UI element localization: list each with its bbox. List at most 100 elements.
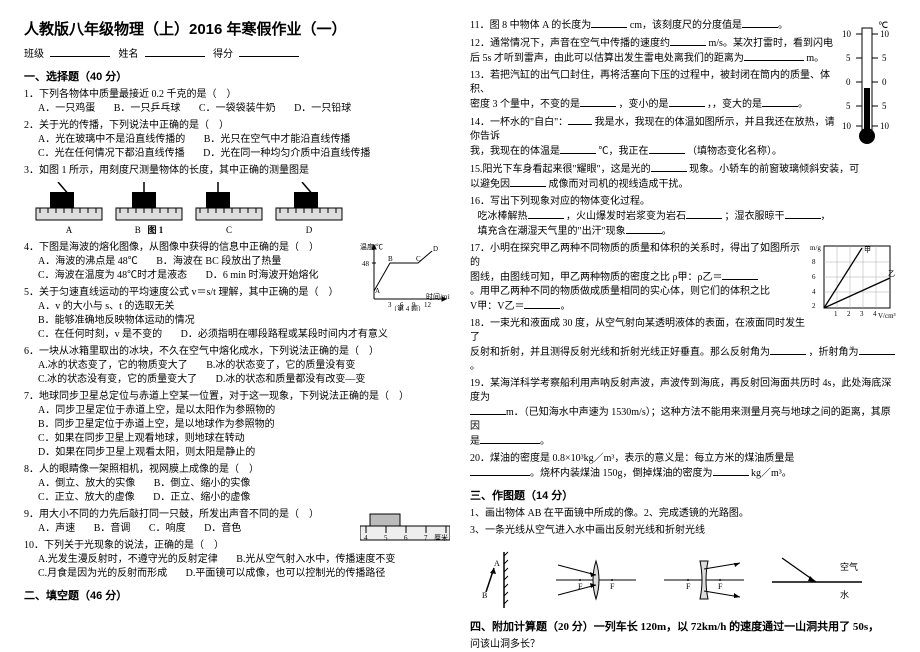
q1-stem: 1．下列各物体中质量最接近 0.2 千克的是（ ）	[24, 88, 450, 102]
section-3-heading: 三、作图题（14 分）	[470, 487, 896, 503]
q2-b: B．光只在空气中才能沿直线传播	[204, 133, 351, 147]
q14: 14．一杯水的"自白"： 我是水，我现在的体温如图所示，并且我还在放热，请你告诉…	[470, 115, 896, 159]
concave-lens-figure: F F	[664, 555, 744, 605]
svg-text:5: 5	[384, 534, 388, 542]
q8-d: D．正立、缩小的虚像	[153, 491, 250, 505]
q12: 12．通常情况下，声音在空气中传播的速度约 m/s。某次打雷时，看到闪电后 5s…	[470, 36, 896, 66]
svg-text:2: 2	[812, 302, 816, 310]
svg-text:水: 水	[840, 589, 849, 600]
section-4-heading: 四、附加计算题（20 分）一列车长 120m，以 72km/h 的速度通过一山洞…	[470, 618, 896, 634]
score-label: 得分	[213, 49, 233, 60]
q5-a: A．v 的大小与 s、t 的选取无关	[38, 300, 174, 314]
q2: 2．关于光的传播，下列说法中正确的是（ ） A．光在玻璃中不是沿直线传播的 B．…	[24, 119, 450, 161]
q7-a: A．同步卫星定位于赤道上空，是以太阳作为参照物的	[38, 404, 275, 418]
q17-chart: m/g 甲乙 86 42 12 34 V/cm³	[810, 242, 896, 320]
svg-text:甲: 甲	[864, 246, 871, 254]
right-column: ℃ 1010 55 00 55 1010 11．图 8 中物体 A 的长度为 c…	[470, 18, 896, 632]
q4-b: B．海波在 BC 段放出了热量	[156, 255, 281, 269]
svg-text:5: 5	[846, 101, 851, 111]
q7-d: D．如果在同步卫星上观看太阳，则太阳是静止的	[38, 446, 255, 460]
mirror-figure: AB	[478, 548, 528, 612]
q2-a: A．光在玻璃中不是沿直线传播的	[38, 133, 185, 147]
q10-d: D.平面镜可以成像，也可以控制光的传播路径	[186, 567, 386, 581]
svg-text:A: A	[375, 287, 380, 295]
drawing-figures: AB F F F F 空气 水	[478, 548, 896, 612]
q1: 1．下列各物体中质量最接近 0.2 千克的是（ ） A．一只鸡蛋 B．一只乒乓球…	[24, 88, 450, 116]
q9-b: B．音调	[94, 522, 131, 536]
q3: 3．如图 1 所示，用刻度尺测量物体的长度，其中正确的测量图是 A B 图 1 …	[24, 164, 450, 237]
q2-c: C．光在任何情况下都沿直线传播	[38, 147, 185, 161]
svg-text:乙: 乙	[888, 270, 895, 278]
q4-chart: 48 温度/℃ 36 912 时间/min AB CD （第 4 题）	[360, 241, 450, 311]
svg-text:温度/℃: 温度/℃	[360, 242, 383, 251]
q11: 11．图 8 中物体 A 的长度为 cm，该刻度尺的分度值是。	[470, 18, 896, 33]
q2-stem: 2．关于光的传播，下列说法中正确的是（ ）	[24, 119, 450, 133]
svg-text:2: 2	[847, 310, 851, 318]
svg-text:5: 5	[882, 101, 887, 111]
svg-text:A: A	[494, 559, 500, 568]
q4-d: D．6 min 时海波开始熔化	[206, 269, 319, 283]
q20: 20．煤油的密度是 0.8×10³kg／m³，表示的意义是：每立方米的煤油质量是…	[470, 452, 896, 481]
svg-text:10: 10	[842, 29, 852, 39]
svg-text:4: 4	[812, 288, 816, 296]
svg-text:8: 8	[812, 258, 816, 266]
q7-b: B．同步卫星定位于赤道上空，是以地球作为参照物的	[38, 418, 275, 432]
svg-text:（第 4 题）: （第 4 题）	[390, 304, 425, 311]
svg-text:10: 10	[880, 121, 890, 131]
q2-d: D．光在同一种均匀介质中沿直线传播	[203, 147, 370, 161]
q1-c: C．一袋袋装牛奶	[199, 102, 276, 116]
q6-a: A.冰的状态变了，它的物质变大了	[38, 359, 188, 373]
svg-text:6: 6	[404, 534, 408, 542]
header-line: 班级 姓名 得分	[24, 45, 450, 60]
svg-text:时间/min: 时间/min	[426, 292, 450, 301]
svg-text:厘米: 厘米	[434, 533, 448, 542]
ruler-fig-d: D	[274, 182, 344, 237]
q17: m/g 甲乙 86 42 12 34 V/cm³ 17．小明在探究甲乙两种不同物…	[470, 242, 896, 314]
q10-a: A.光发生漫反射时，不遵守光的反射定律	[38, 553, 218, 567]
svg-text:6: 6	[812, 273, 816, 281]
q18: 18．一束光和液面成 30 度，从空气射向某透明液体的表面，在液面同时发生了 反…	[470, 317, 896, 374]
thermometer-figure: ℃ 1010 55 00 55 1010	[840, 18, 896, 146]
q3-2: 3、一条光线从空气进入水中画出反射光线和折射光线	[470, 524, 896, 538]
svg-text:5: 5	[846, 53, 851, 63]
section-1-heading: 一、选择题（40 分）	[24, 68, 450, 84]
svg-text:48: 48	[362, 260, 370, 268]
q3-1: 1、画出物体 AB 在平面镜中所成的像。2、完成透镜的光路图。	[470, 507, 896, 521]
svg-text:3: 3	[860, 310, 864, 318]
svg-text:F: F	[686, 582, 691, 591]
svg-text:0: 0	[882, 77, 887, 87]
ruler-fig-b: B 图 1	[114, 182, 184, 237]
q8-stem: 8．人的眼睛像一架照相机，视网膜上成像的是（ ）	[24, 463, 450, 477]
q7-c: C．如果在同步卫星上观看地球，则地球在转动	[38, 432, 245, 446]
q8-a: A．倒立、放大的实像	[38, 477, 135, 491]
refraction-figure: 空气 水	[772, 552, 862, 608]
q6-b: B.冰的状态变了，它的质量没有变	[206, 359, 355, 373]
svg-text:5: 5	[882, 53, 887, 63]
svg-text:10: 10	[880, 29, 890, 39]
q4-a: A．海波的沸点是 48℃	[38, 255, 138, 269]
q6-stem: 6．一块从冰箱里取出的冰块，不久在空气中熔化成水，下列说法正确的是（ ）	[24, 345, 450, 359]
svg-text:4: 4	[873, 310, 877, 318]
svg-text:V/cm³: V/cm³	[878, 312, 896, 320]
left-column: 人教版八年级物理（上）2016 年寒假作业（一） 班级 姓名 得分 一、选择题（…	[24, 18, 450, 632]
q10: 10．下列关于光现象的说法，正确的是（ ） A.光发生漫反射时，不遵守光的反射定…	[24, 539, 450, 581]
svg-text:7: 7	[424, 534, 428, 542]
q9: 45 67 厘米 9．用大小不同的力先后敲打同一只鼓，所发出声音不同的是（ ） …	[24, 508, 450, 536]
q8-c: C．正立、放大的虚像	[38, 491, 135, 505]
q5-b: B．能够准确地反映物体运动的情况	[38, 314, 195, 328]
page-title: 人教版八年级物理（上）2016 年寒假作业（一）	[24, 18, 450, 39]
q3-stem: 3．如图 1 所示，用刻度尺测量物体的长度，其中正确的测量图是	[24, 164, 450, 178]
q16: 16．写出下列现象对应的物体变化过程。 吃冰棒解热 ，火山爆发时岩浆变为岩石 ；…	[470, 195, 896, 239]
q6: 6．一块从冰箱里取出的冰块，不久在空气中熔化成水，下列说法正确的是（ ） A.冰…	[24, 345, 450, 387]
ruler-fig-c: C	[194, 182, 264, 237]
svg-text:空气: 空气	[840, 561, 858, 572]
svg-text:m/g: m/g	[810, 244, 821, 252]
figure-1-row: A B 图 1 C D	[34, 182, 450, 237]
svg-text:C: C	[416, 255, 421, 263]
q1-a: A．一只鸡蛋	[38, 102, 95, 116]
q8-b: B．倒立、缩小的实像	[154, 477, 251, 491]
q10-b: B.光从空气射入水中，传播速度不变	[236, 553, 395, 567]
q5-c: C．在任何时刻，v 是不变的	[38, 328, 162, 342]
q9-c: C．响度	[149, 522, 186, 536]
q15: 15.阳光下车身看起来很"耀眼"，这是光的 现象。小轿车的前窗玻璃倾斜安装，可 …	[470, 162, 896, 192]
